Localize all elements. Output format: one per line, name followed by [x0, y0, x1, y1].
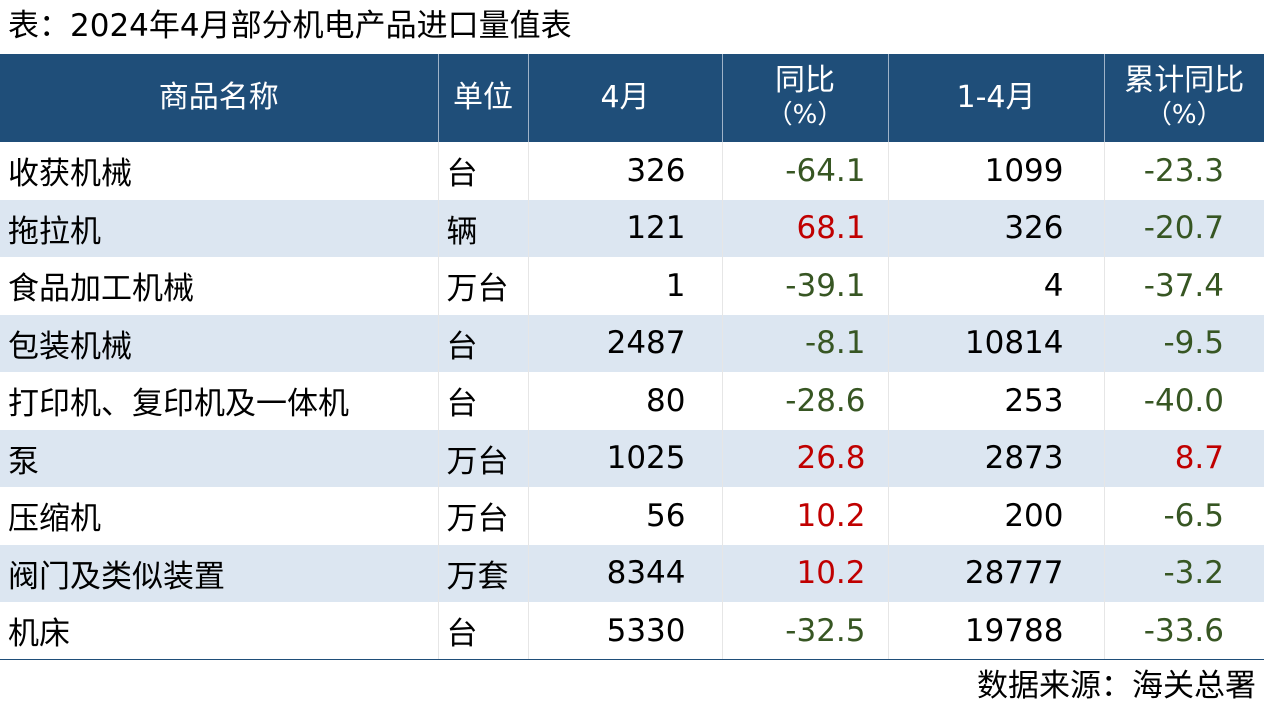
cell-cum-yoy: -3.2 [1103, 544, 1264, 602]
header-yoy-label: 同比 [775, 63, 835, 98]
header-yoy: 同比 （%） [721, 54, 888, 142]
cell-cum-yoy: -20.7 [1103, 199, 1264, 257]
table-row: 泵万台 1025 26.8 2873 8.7 [0, 429, 1264, 487]
cell-jan-apr: 326 [887, 199, 1104, 257]
cell-name: 食品加工机械 [8, 271, 194, 308]
cell-name: 打印机、复印机及一体机 [8, 386, 349, 423]
cell-jan-apr: 28777 [887, 544, 1104, 602]
table-row: 压缩机 万台 56 10.2 200 -6.5 [0, 487, 1264, 545]
cell-cum-yoy: -37.4 [1103, 257, 1264, 315]
cell-jan-apr: 19788 [887, 602, 1104, 660]
table-row: 打印机、复印机及一体机 台 80 -28.6 253 -40.0 [0, 372, 1264, 430]
table-title: 表：2024年4月部分机电产品进口量值表 [8, 8, 572, 44]
header-row: 商品名称 单位 4月 同比 （%） 1-4月 累计同比 （%） [0, 54, 1264, 142]
cell-cum-yoy: -6.5 [1103, 487, 1264, 545]
cell-unit: 万台 [437, 257, 528, 315]
cell-yoy: 10.2 [721, 544, 888, 602]
cell-yoy: -8.1 [721, 314, 888, 372]
header-unit: 单位 [437, 54, 528, 142]
header-cum-yoy-unit: （%） [1145, 100, 1223, 130]
table-row: 机床台 5330 -32.5 19788 -33.6 [0, 602, 1264, 660]
cell-april: 56 [527, 487, 722, 545]
table-row: 阀门及类似装置 万套 8344 10.2 28777 -3.2 [0, 544, 1264, 602]
cell-yoy: 26.8 [721, 429, 888, 487]
header-cum-yoy-label: 累计同比 [1124, 63, 1245, 98]
cell-jan-apr: 4 [887, 257, 1104, 315]
cell-cum-yoy: 8.7 [1103, 429, 1264, 487]
cell-april: 1 [527, 257, 722, 315]
cell-yoy: -32.5 [721, 602, 888, 660]
cell-april: 121 [527, 199, 722, 257]
cell-jan-apr: 10814 [887, 314, 1104, 372]
cell-april: 5330 [527, 602, 722, 660]
cell-unit: 万台 [437, 429, 528, 487]
cell-jan-apr: 200 [887, 487, 1104, 545]
data-source: 数据来源：海关总署 [977, 668, 1256, 704]
import-data-table: 商品名称 单位 4月 同比 （%） 1-4月 累计同比 （%） 收获机械台 326… [0, 54, 1264, 660]
table-body: 收获机械台 326 -64.1 1099 -23.3 拖拉机辆 121 68.1 326 -20.… [0, 142, 1264, 660]
header-jan-apr: 1-4月 [887, 54, 1104, 142]
cell-yoy: -39.1 [721, 257, 888, 315]
cell-april: 80 [527, 372, 722, 430]
cell-jan-apr: 1099 [887, 142, 1104, 200]
table-row: 拖拉机辆 121 68.1 326 -20.7 [0, 199, 1264, 257]
table-row: 收获机械 台 326 -64.1 1099 -23.3 [0, 142, 1264, 200]
cell-unit: 台 [437, 602, 528, 660]
cell-cum-yoy: -9.5 [1103, 314, 1264, 372]
header-name: 商品名称 [0, 54, 438, 142]
cell-jan-apr: 253 [887, 372, 1104, 430]
cell-unit: 辆 [437, 199, 528, 257]
cell-cum-yoy: -40.0 [1103, 372, 1264, 430]
cell-unit: 万套 [437, 544, 528, 602]
cell-cum-yoy: -33.6 [1103, 602, 1264, 660]
header-april: 4月 [527, 54, 722, 142]
cell-yoy: -64.1 [721, 142, 888, 200]
cell-april: 1025 [527, 429, 722, 487]
cell-name: 收获机械 [8, 156, 132, 193]
table-row: 食品加工机械 万台 1 -39.1 4 -37.4 [0, 257, 1264, 315]
cell-unit: 万台 [437, 487, 528, 545]
cell-jan-apr: 2873 [887, 429, 1104, 487]
cell-name: 机床 [0, 602, 438, 660]
cell-yoy: 10.2 [721, 487, 888, 545]
cell-april: 326 [527, 142, 722, 200]
cell-yoy: 68.1 [721, 199, 888, 257]
header-cum-yoy: 累计同比 （%） [1103, 54, 1264, 142]
table-row: 包装机械台 2487 -8.1 10814 -9.5 [0, 314, 1264, 372]
cell-unit: 台 [437, 372, 528, 430]
cell-name: 阀门及类似装置 [0, 544, 438, 602]
cell-name: 拖拉机 [0, 199, 438, 257]
header-yoy-unit: （%） [766, 100, 844, 130]
cell-unit: 台 [437, 314, 528, 372]
cell-cum-yoy: -23.3 [1103, 142, 1264, 200]
cell-april: 8344 [527, 544, 722, 602]
cell-name: 包装机械 [0, 314, 438, 372]
cell-name: 泵 [0, 429, 438, 487]
cell-april: 2487 [527, 314, 722, 372]
cell-unit: 台 [437, 142, 528, 200]
cell-yoy: -28.6 [721, 372, 888, 430]
cell-name: 压缩机 [8, 501, 101, 538]
